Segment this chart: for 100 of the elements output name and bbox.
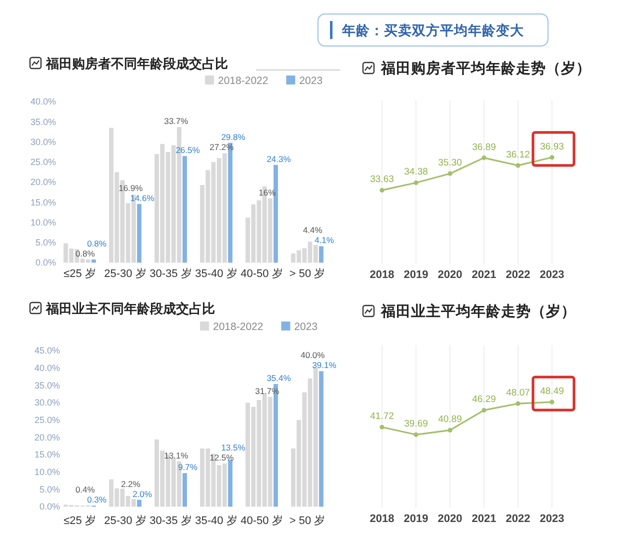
bar [319,246,324,263]
data-label: 4.4% [302,225,323,236]
data-label: 35.4% [266,372,292,383]
legend-label: 2023 [294,321,318,333]
data-label: 40.89 [438,414,462,426]
point [516,401,520,406]
bar [182,156,187,263]
bar [182,473,187,507]
data-label: 46.29 [472,394,496,406]
y-tick-label: 35.0% [30,116,56,127]
chart-title: 福田业主不同年龄段成交占比 [45,301,215,316]
point [550,155,554,160]
x-tick-label: 2023 [540,269,564,281]
point [380,424,384,430]
bar [92,259,96,263]
x-tick-label: 25-30 岁 [104,268,146,280]
data-label: 39.1% [312,360,337,370]
x-tick-label: > 50 岁 [289,515,326,527]
data-label: 40.0% [300,350,326,360]
y-tick-label: 30.0% [30,136,56,147]
data-label: 0.3% [87,494,107,505]
y-tick-label: 20.0% [30,177,56,188]
data-label: 48.07 [506,388,530,399]
y-tick-label: 20.0% [34,432,60,442]
x-tick-label: 2020 [438,513,462,525]
x-tick-label: 2021 [472,269,496,281]
y-tick-label: 10.0% [34,467,60,478]
x-tick-label: 2019 [404,513,428,525]
chart-title: 福田购房者平均年龄走势（岁） [380,59,591,77]
y-tick-label: 35.0% [34,380,60,390]
y-tick-label: 30.0% [34,398,60,408]
x-tick-label: 2018 [370,513,394,525]
point [448,171,452,176]
data-label: 39.69 [404,418,428,430]
x-tick-label: 30-35 岁 [150,515,192,527]
bar [137,204,142,263]
data-label: 14.6% [130,192,155,203]
data-label: 0.8% [87,238,107,248]
data-label: 36.12 [506,149,530,160]
x-tick-label: 35-40 岁 [195,515,238,527]
x-tick-label: ≤25 岁 [64,268,96,280]
data-label: 26.5% [176,145,200,156]
data-label: 33.7% [164,116,189,126]
data-label: 0.4% [75,484,96,495]
x-tick-label: 2022 [506,513,530,525]
data-label: 4.1% [314,235,334,246]
data-label: 16.9% [118,182,144,193]
data-label: 24.3% [266,154,292,164]
x-tick-label: 30-35 岁 [150,268,192,280]
chart-title: 福田购房者不同年龄段成交占比 [45,56,228,71]
data-label: 34.38 [404,166,428,178]
data-label: 41.72 [370,411,394,422]
x-tick-label: ≤25 岁 [64,515,96,527]
data-label: 35.30 [438,158,462,169]
bar [319,371,324,507]
y-tick-label: 45.0% [34,346,60,356]
point [380,188,384,192]
point [414,180,418,186]
y-tick-label: 5.0% [39,484,60,494]
data-label: 0.8% [75,248,96,258]
data-label: 2.2% [120,478,141,489]
bar [228,460,232,507]
data-label: 13.1% [164,450,189,460]
x-tick-label: 40-50 岁 [240,515,283,527]
point [550,400,554,404]
y-tick-label: 25.0% [30,157,56,168]
chart-title: 福田业主平均年龄走势（岁） [380,302,576,320]
x-tick-label: 2019 [404,269,428,281]
point [482,156,486,160]
y-tick-label: 0.0% [39,502,60,512]
point [516,163,520,168]
legend-label: 2023 [299,75,323,87]
y-tick-label: 40.0% [34,363,60,374]
point [414,432,418,437]
x-tick-label: 2021 [472,513,496,525]
data-label: 13.5% [221,442,246,452]
x-tick-label: 2023 [540,513,564,525]
data-label: 36.89 [472,142,496,153]
x-tick-label: 25-30 岁 [104,515,146,527]
bar [137,500,142,507]
data-label: 9.7% [178,462,198,472]
y-tick-label: 15.0% [30,197,56,208]
data-label: 12.5% [210,452,234,462]
x-tick-label: 35-40 岁 [195,268,238,280]
x-tick-label: 40-50 岁 [240,268,283,280]
text: 年龄：买卖双方平均年龄变大 [341,22,525,38]
y-tick-label: 10.0% [30,217,56,228]
data-label: 36.93 [540,141,564,152]
y-tick-label: 0.0% [35,258,56,268]
bar [274,164,278,263]
legend-label: 2018-2022 [218,75,268,87]
x-tick-label: 2018 [370,269,394,281]
x-tick-label: 2020 [438,269,462,281]
point [448,428,452,433]
y-tick-label: 40.0% [30,96,56,107]
x-tick-label: 2022 [506,269,530,281]
x-tick-label: > 50 岁 [289,268,326,280]
data-label: 48.49 [540,386,564,398]
point [482,408,486,412]
y-tick-label: 5.0% [35,238,56,248]
